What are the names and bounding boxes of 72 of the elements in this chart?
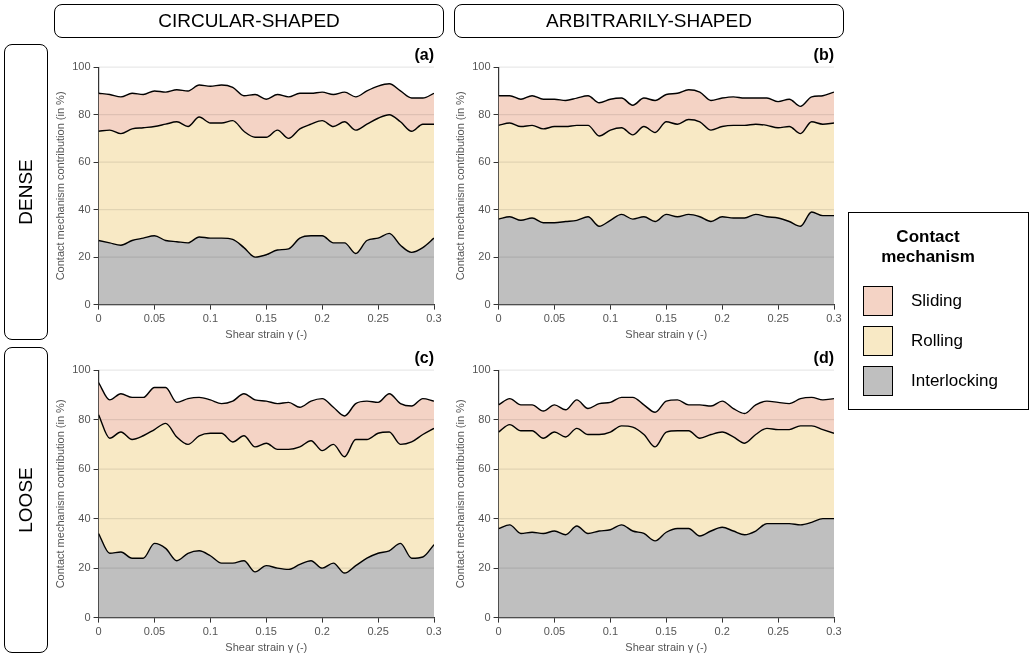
- y-tick-label: 100: [72, 363, 91, 376]
- x-tick-label: 0.05: [543, 625, 566, 638]
- x-axis-title: Shear strain γ (-): [225, 641, 308, 654]
- x-tick-label: 0: [95, 312, 102, 325]
- y-axis-title: Contact mechanism contribution (in %): [53, 91, 66, 281]
- text: CIRCULAR-SHAPED: [54, 4, 444, 38]
- x-tick-label: 0.1: [602, 312, 619, 325]
- y-tick-label: 20: [78, 561, 91, 574]
- y-tick-label: 60: [78, 462, 91, 475]
- y-tick-label: 40: [78, 511, 91, 524]
- x-axis-title: Shear strain γ (-): [225, 328, 308, 341]
- x-tick-label: 0.3: [426, 625, 442, 638]
- x-tick-label: 0.25: [767, 312, 789, 325]
- x-tick-label: 0.2: [714, 312, 730, 325]
- legend-label: Interlocking: [911, 371, 998, 391]
- x-tick-label: 0.05: [143, 625, 166, 638]
- x-tick-label: 0.15: [655, 625, 677, 638]
- y-tick-label: 60: [78, 155, 91, 168]
- y-tick-label: 20: [478, 250, 491, 263]
- y-tick-label: 100: [472, 60, 491, 73]
- x-tick-label: 0.1: [202, 625, 219, 638]
- legend-label: Sliding: [911, 291, 963, 311]
- chart-title: (b): [813, 46, 834, 64]
- y-tick-label: 80: [478, 107, 491, 120]
- y-tick-label: 20: [78, 250, 91, 263]
- x-tick-label: 0.25: [767, 625, 789, 638]
- x-tick-label: 0.15: [255, 625, 277, 638]
- y-tick-label: 0: [84, 297, 91, 310]
- x-tick-label: 0.3: [826, 312, 842, 325]
- x-tick-label: 0: [495, 625, 502, 638]
- x-tick-label: 0.05: [143, 312, 166, 325]
- x-tick-label: 0.25: [367, 312, 389, 325]
- chart-title: (d): [813, 349, 834, 367]
- x-axis-title: Shear strain γ (-): [625, 641, 708, 654]
- chart-title: (a): [414, 46, 434, 64]
- text: LOOSE: [15, 467, 37, 533]
- x-tick-label: 0: [495, 312, 502, 325]
- text: ARBITRARILY-SHAPED: [454, 4, 844, 38]
- y-tick-label: 0: [84, 610, 91, 623]
- x-tick-label: 0.15: [255, 312, 277, 325]
- y-tick-label: 40: [478, 202, 491, 215]
- x-tick-label: 0.2: [314, 312, 330, 325]
- x-axis-title: Shear strain γ (-): [625, 328, 708, 341]
- x-tick-label: 0.1: [602, 625, 619, 638]
- y-tick-label: 80: [78, 107, 91, 120]
- y-tick-label: 0: [484, 610, 491, 623]
- x-tick-label: 0.05: [543, 312, 566, 325]
- x-tick-label: 0.2: [314, 625, 330, 638]
- x-tick-label: 0.1: [202, 312, 219, 325]
- x-tick-label: 0: [95, 625, 102, 638]
- y-tick-label: 40: [78, 202, 91, 215]
- chart-title: (c): [414, 349, 434, 367]
- legend-label: Rolling: [911, 331, 963, 351]
- x-tick-label: 0.3: [426, 312, 442, 325]
- legend-title: Contact mechanism: [880, 227, 976, 267]
- y-tick-label: 40: [478, 511, 491, 524]
- y-tick-label: 100: [72, 60, 91, 73]
- y-tick-label: 60: [478, 462, 491, 475]
- x-tick-label: 0.2: [714, 625, 730, 638]
- y-tick-label: 80: [478, 412, 491, 425]
- x-tick-label: 0.15: [655, 312, 677, 325]
- y-axis-title: Contact mechanism contribution (in %): [453, 399, 466, 589]
- text: DENSE: [15, 159, 37, 225]
- y-tick-label: 100: [472, 363, 491, 376]
- y-axis-title: Contact mechanism contribution (in %): [53, 399, 66, 589]
- x-tick-label: 0.3: [826, 625, 842, 638]
- y-tick-label: 80: [78, 412, 91, 425]
- y-axis-title: Contact mechanism contribution (in %): [453, 91, 466, 281]
- y-tick-label: 60: [478, 155, 491, 168]
- x-tick-label: 0.25: [367, 625, 389, 638]
- y-tick-label: 20: [478, 561, 491, 574]
- y-tick-label: 0: [484, 297, 491, 310]
